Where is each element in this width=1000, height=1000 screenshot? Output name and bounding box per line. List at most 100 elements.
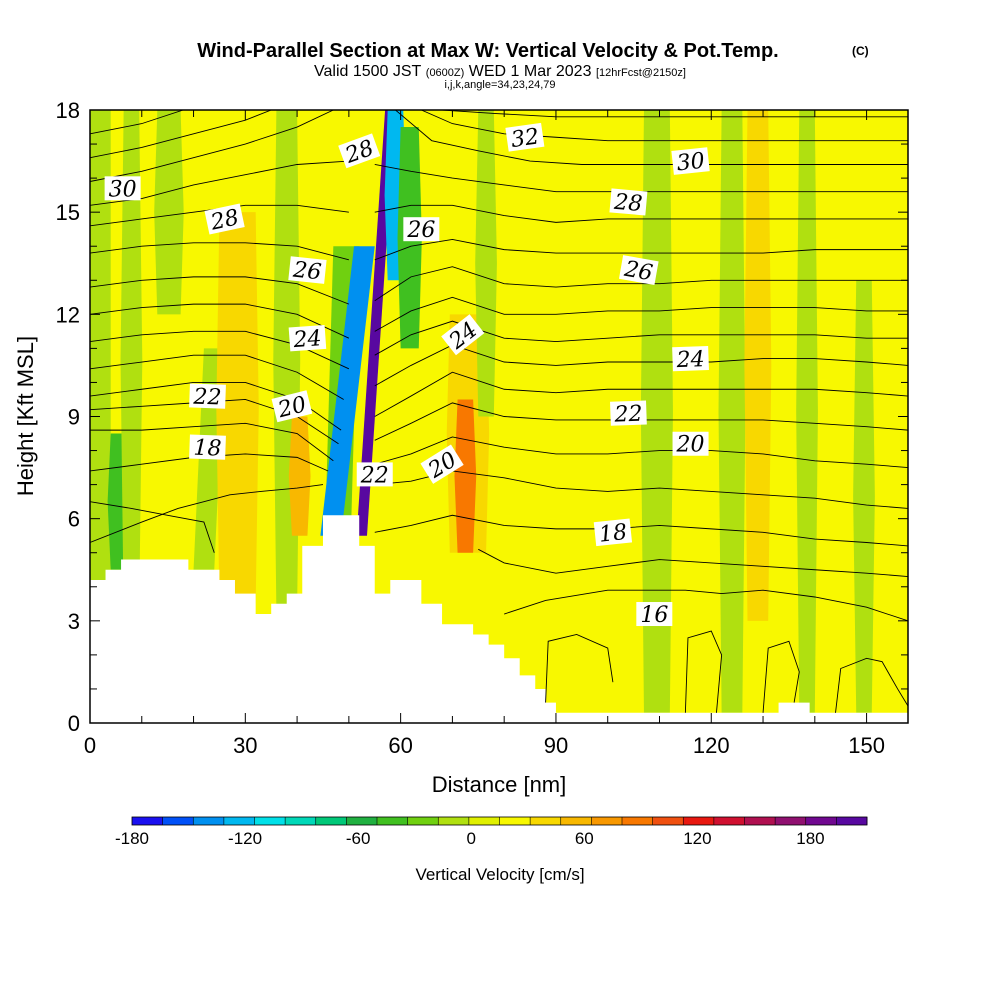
isentrope-contours [90,110,908,713]
y-tick-label: 3 [68,609,80,634]
colorbar-swatch [193,817,225,825]
colorbar-swatch [591,817,623,825]
colorbar-swatch [683,817,715,825]
isentrope-line [762,640,800,713]
contour-label-text: 30 [675,149,705,177]
isentrope-line [504,589,908,622]
isentrope-line [90,354,344,400]
isentrope-line [90,110,184,135]
colorbar-swatch [162,817,194,825]
colorbar-swatch [530,817,562,825]
contour-label-text: 22 [360,463,389,488]
contour-label: 28 [609,188,648,217]
terrain [90,515,908,723]
isentrope-line [90,242,349,261]
colorbar-tick-label: -60 [346,829,371,848]
colorbar: -180 -120 -60 0 60 120 180 [115,816,868,848]
velocity-band [475,110,497,417]
isentrope-line [374,296,908,332]
velocity-band [796,110,818,713]
isentrope-line [374,371,908,417]
colorbar-tick-label: 120 [683,829,711,848]
colorbar-swatch [254,817,286,825]
terrain-mask [90,515,908,723]
colorbar-label: Vertical Velocity [cm/s] [415,865,584,884]
isentrope-line [90,303,350,339]
contour-label-text: 26 [291,258,322,286]
y-tick-label: 15 [56,200,80,225]
y-tick-label: 18 [56,98,80,123]
y-tick-label: 6 [68,507,80,532]
contour-label-text: 22 [613,402,643,428]
colorbar-swatch [285,817,317,825]
isentrope-line [90,501,215,553]
contour-label-text: 24 [675,347,705,373]
contour-label-text: 16 [640,603,668,628]
contour-label-text: 18 [598,520,628,548]
contour-label: 26 [288,256,327,286]
contour-label-text: 26 [622,257,655,287]
colorbar-swatch [468,817,500,825]
isentrope-line [374,266,908,302]
contour-label: 26 [618,255,659,287]
isentrope-line [545,633,614,703]
isentrope-line [374,344,908,387]
contour-label-text: 24 [292,326,323,353]
colorbar-swatch [560,817,592,825]
isentrope-line [90,484,324,543]
colorbar-swatch [438,817,470,825]
contour-label: 26 [403,217,440,243]
chart-subtitle: Valid 1500 JST (0600Z) WED 1 Mar 2023 [1… [314,63,686,80]
contour-label: 32 [505,122,545,153]
contour-label: 22 [356,462,393,488]
isentrope-line [374,436,908,469]
x-tick-label: 0 [84,733,96,758]
velocity-band [288,416,311,536]
isentrope-line [835,657,908,713]
isentrope-line [90,110,272,159]
contour-label: 28 [204,203,245,236]
contour-label-text: 28 [612,190,643,217]
contour-label-text: 32 [509,124,540,153]
isentrope-line [374,320,908,356]
colorbar-swatch [622,817,654,825]
colorbar-swatch [315,817,347,825]
x-axis-label: Distance [nm] [432,772,567,797]
colorbar-swatch [223,817,255,825]
colorbar-swatch [713,817,745,825]
y-tick-label: 12 [56,302,80,327]
velocity-band [744,110,772,621]
velocity-band [320,246,375,536]
isentrope-line [478,548,908,578]
velocity-band [216,212,259,604]
colorbar-swatch [836,817,868,825]
colorbar-swatch [132,817,164,825]
colorbar-tick-label: -180 [115,829,149,848]
velocity-band [853,280,875,713]
velocity-band [827,110,855,587]
isentrope-line [90,110,334,182]
chart-subtitle-indices: i,j,k,angle=34,23,24,79 [444,79,555,91]
velocity-band [552,110,622,713]
colorbar-tick-label: 60 [575,829,594,848]
contour-label: 18 [593,518,633,548]
x-tick-label: 150 [848,733,885,758]
colorbar-swatch [407,817,439,825]
colorbar-swatch [346,817,378,825]
isentrope-line [374,204,908,223]
contour-label: 30 [104,176,141,202]
axis-ticks: 0 30 60 90 120 150 0 3 6 9 12 15 18 [56,98,908,758]
contour-label: 24 [672,345,709,373]
colorbar-swatch [744,817,776,825]
y-axis-label: Height [Kft MSL] [13,336,38,496]
velocity-band [454,399,477,553]
colorbar-tick-label: 180 [796,829,824,848]
contour-label: 20 [672,431,709,458]
vertical-velocity-fill [90,110,908,723]
contour-label-text: 26 [406,218,435,243]
isentrope-line [684,630,723,713]
isentrope-line [421,110,908,142]
contour-label: 16 [636,602,673,628]
x-tick-label: 120 [693,733,730,758]
contour-label-text: 28 [208,205,242,235]
